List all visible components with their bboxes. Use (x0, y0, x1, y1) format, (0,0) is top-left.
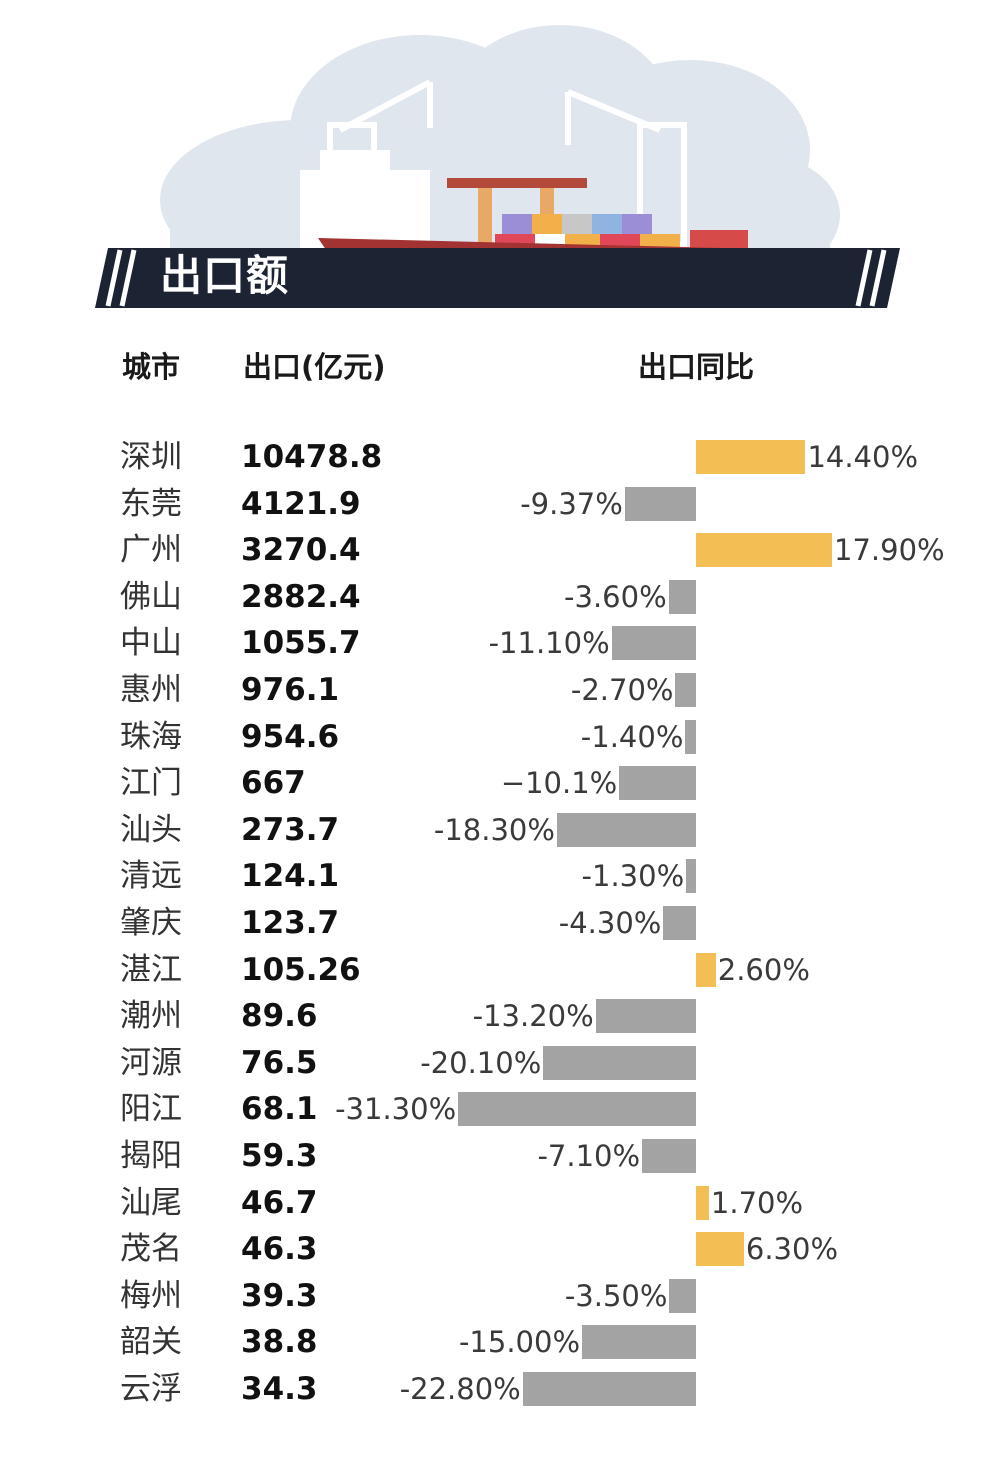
city-label: 揭阳 (120, 1138, 182, 1174)
city-label: 云浮 (120, 1371, 182, 1407)
export-value: 59.3 (241, 1138, 318, 1174)
export-value: 39.3 (241, 1277, 318, 1314)
city-label: 汕头 (120, 811, 182, 848)
yoy-label: -9.37% (520, 486, 623, 521)
yoy-label: -4.30% (558, 906, 662, 940)
yoy-label: -18.30% (433, 812, 555, 847)
city-label: 深圳 (120, 439, 182, 475)
yoy-label: -15.00% (458, 1325, 580, 1360)
ship-bridge-icon (300, 150, 430, 250)
yoy-label: -22.80% (399, 1372, 521, 1406)
city-label: 阳江 (120, 1091, 182, 1128)
yoy-label: -7.10% (537, 1139, 641, 1173)
export-value: 954.6 (241, 718, 340, 755)
yoy-bar (686, 859, 696, 894)
yoy-bar (675, 673, 696, 707)
banner-illustration (95, 25, 900, 308)
city-label: 梅州 (120, 1277, 182, 1314)
export-value: 76.5 (241, 1044, 318, 1081)
title-band (95, 248, 900, 308)
yoy-bar (582, 1325, 696, 1360)
yoy-label: 17.90% (834, 533, 945, 568)
export-value: 976.1 (241, 672, 340, 708)
export-value: 667 (241, 765, 306, 802)
city-label: 茂名 (120, 1231, 182, 1268)
yoy-bar (669, 1278, 696, 1313)
yoy-bar (522, 1372, 696, 1406)
export-value: 38.8 (241, 1324, 318, 1361)
city-label: 珠海 (120, 718, 182, 755)
yoy-label: -3.60% (564, 579, 667, 614)
city-label: 清远 (120, 858, 182, 895)
city-label: 江门 (120, 765, 182, 802)
yoy-label: -20.10% (420, 1045, 542, 1080)
export-value: 10478.8 (241, 439, 383, 475)
yoy-label: -1.30% (581, 859, 685, 894)
export-value: 123.7 (241, 905, 340, 941)
city-label: 惠州 (120, 672, 182, 708)
yoy-bar (696, 440, 806, 474)
yoy-bar (668, 579, 696, 614)
yoy-bar (624, 486, 696, 521)
export-value: 273.7 (241, 811, 340, 848)
yoy-bar (595, 999, 696, 1034)
export-value: 89.6 (241, 998, 318, 1035)
yoy-bar (543, 1045, 696, 1080)
export-value: 124.1 (241, 858, 340, 895)
yoy-bar (611, 626, 696, 661)
city-label: 韶关 (120, 1324, 182, 1361)
city-label: 中山 (120, 625, 182, 662)
yoy-bar (696, 533, 833, 568)
city-label: 河源 (120, 1044, 182, 1081)
header-export: 出口(亿元) (243, 350, 386, 384)
yoy-label: -11.10% (488, 626, 610, 661)
yoy-bar (696, 1185, 709, 1220)
yoy-label: -3.50% (564, 1278, 668, 1313)
yoy-label: -13.20% (472, 999, 594, 1034)
city-label: 东莞 (120, 485, 182, 522)
yoy-label: -31.30% (335, 1092, 457, 1127)
city-label: 广州 (120, 532, 182, 569)
yoy-label: -1.40% (580, 719, 684, 754)
export-value: 105.26 (241, 951, 361, 988)
export-value: 34.3 (241, 1371, 318, 1407)
yoy-bar (458, 1092, 696, 1127)
city-label: 汕尾 (120, 1184, 182, 1221)
city-label: 佛山 (120, 578, 182, 615)
export-value: 3270.4 (241, 532, 361, 569)
city-label: 肇庆 (120, 905, 182, 941)
yoy-bar (685, 719, 696, 754)
yoy-label: −10.1% (500, 766, 618, 801)
yoy-label: 2.60% (717, 952, 810, 987)
yoy-bar (696, 952, 716, 987)
export-value: 1055.7 (241, 625, 361, 662)
export-value: 46.7 (241, 1184, 318, 1221)
yoy-label: 1.70% (710, 1185, 804, 1220)
city-label: 潮州 (120, 998, 182, 1035)
yoy-bar (619, 766, 696, 801)
export-value: 2882.4 (241, 578, 361, 615)
export-value: 4121.9 (241, 485, 361, 522)
export-value: 46.3 (241, 1231, 318, 1268)
banner-title: 出口额 (160, 251, 290, 300)
city-label: 湛江 (120, 951, 182, 988)
yoy-bar (696, 1232, 744, 1267)
yoy-bar (642, 1139, 696, 1173)
yoy-label: -2.70% (570, 673, 674, 707)
header-yoy: 出口同比 (638, 350, 755, 384)
export-value: 68.1 (241, 1091, 318, 1128)
yoy-label: 14.40% (807, 440, 919, 474)
yoy-bar (663, 906, 696, 940)
yoy-label: 6.30% (745, 1232, 839, 1267)
yoy-bar (556, 812, 696, 847)
header-city: 城市 (122, 350, 181, 384)
